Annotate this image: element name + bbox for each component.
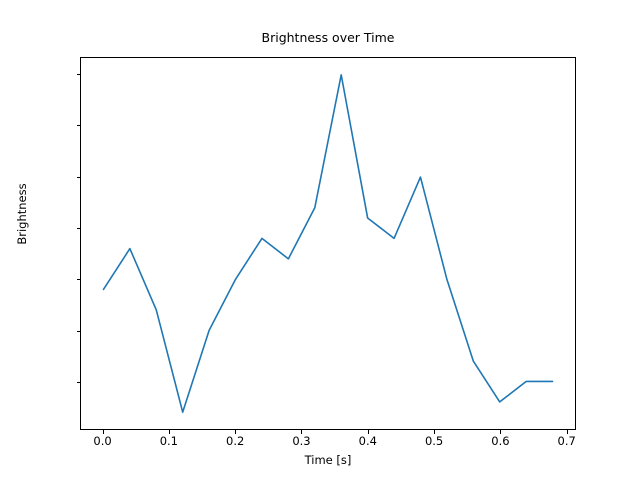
x-tick-label: 0.5	[424, 434, 444, 448]
x-tick-mark	[235, 430, 237, 434]
x-tick-label: 0.4	[358, 434, 377, 448]
x-tick-label: 0.7	[557, 434, 576, 448]
x-tick-label: 0.0	[93, 434, 112, 448]
line-series-svg	[81, 58, 575, 429]
x-axis-label: Time [s]	[304, 453, 352, 467]
brightness-line-series	[103, 75, 552, 412]
x-tick-mark	[102, 430, 104, 434]
page-title: Brightness over Time	[261, 30, 395, 45]
x-tick-mark	[168, 430, 170, 434]
plot-area	[80, 57, 576, 430]
x-tick-mark	[301, 430, 303, 434]
x-tick-label: 0.3	[292, 434, 311, 448]
x-tick-mark	[367, 430, 369, 434]
x-tick-label: 0.2	[226, 434, 245, 448]
x-tick-mark	[434, 430, 436, 434]
x-tick-label: 0.1	[159, 434, 178, 448]
y-axis-label: Brightness	[15, 183, 29, 245]
x-tick-label: 0.6	[491, 434, 510, 448]
x-tick-mark	[500, 430, 502, 434]
x-tick-mark	[566, 430, 568, 434]
